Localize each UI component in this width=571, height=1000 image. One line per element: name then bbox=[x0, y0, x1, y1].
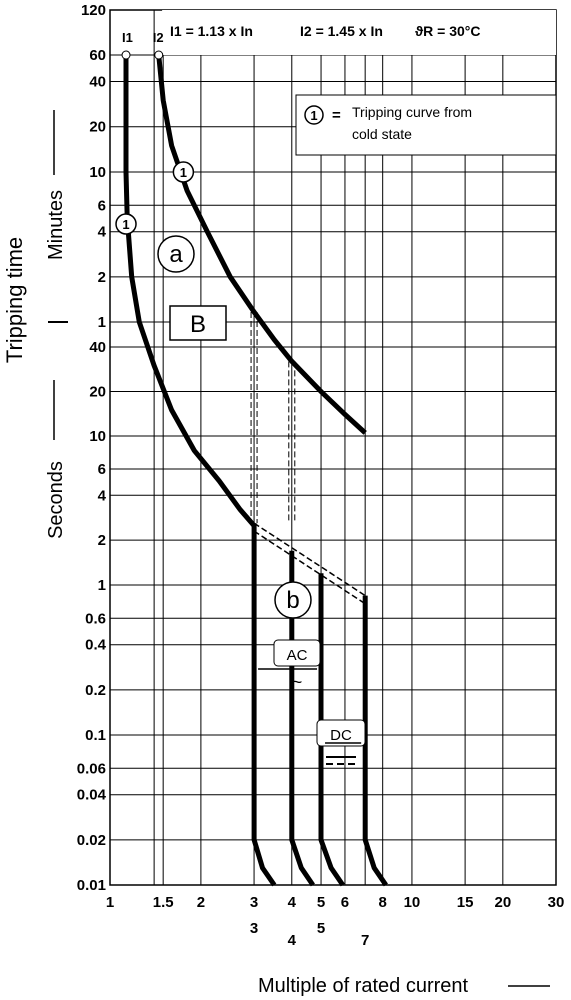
x-tick-label: 5 bbox=[317, 894, 325, 911]
y-tick-label: 4 bbox=[98, 224, 107, 241]
y-tick-label: 0.01 bbox=[77, 877, 106, 894]
dc-label: DC bbox=[330, 727, 352, 744]
y-tick-label: 0.06 bbox=[77, 760, 106, 777]
i2-dot bbox=[154, 50, 164, 60]
region-B-box bbox=[169, 305, 227, 341]
y-tick-label: 0.02 bbox=[77, 832, 106, 849]
y-axis-seconds-label: Seconds bbox=[45, 461, 67, 539]
y-tick-label: 10 bbox=[89, 428, 106, 445]
i2-definition: I2 = 1.45 x In bbox=[300, 23, 383, 39]
y-tick-label: 2 bbox=[98, 532, 106, 549]
y-tick-label: 6 bbox=[98, 197, 106, 214]
x-axis-title: Multiple of rated current bbox=[258, 975, 469, 997]
cold-marker-label: 1 bbox=[122, 217, 129, 232]
legend-line1: Tripping curve from bbox=[352, 104, 472, 120]
region-b-circle bbox=[274, 581, 312, 619]
x-bold-label: 4 bbox=[288, 932, 297, 949]
instant-curve-instant-dc bbox=[318, 573, 345, 887]
x-tick-label: 20 bbox=[494, 894, 511, 911]
x-tick-label: 2 bbox=[197, 894, 205, 911]
x-tick-label: 8 bbox=[379, 894, 387, 911]
ac-symbol: ~ bbox=[292, 672, 303, 692]
x-bold-label: 5 bbox=[317, 920, 325, 937]
y-tick-label: 0.1 bbox=[85, 727, 106, 744]
curves bbox=[123, 54, 388, 887]
upper-thermal-curve bbox=[156, 54, 367, 435]
dashed-diagonal bbox=[253, 522, 366, 597]
dashed-diagonal bbox=[253, 530, 366, 605]
y-tick-label: 0.2 bbox=[85, 682, 106, 699]
y-tick-label: 1 bbox=[98, 577, 106, 594]
x-tick-label: 3 bbox=[250, 894, 258, 911]
lower-thermal-curve bbox=[123, 55, 256, 528]
y-tick-label: 0.04 bbox=[77, 787, 107, 804]
i1-dot bbox=[121, 50, 131, 60]
cold-marker-label: 1 bbox=[180, 165, 187, 180]
x-bold-label: 3 bbox=[250, 920, 258, 937]
ac-label: AC bbox=[287, 647, 308, 664]
legend-equals: = bbox=[332, 107, 341, 124]
x-tick-label: 1 bbox=[106, 894, 114, 911]
x-tick-label: 10 bbox=[404, 894, 421, 911]
y-tick-label: 2 bbox=[98, 269, 106, 286]
y-tick-label: 60 bbox=[89, 47, 106, 64]
region-a-circle bbox=[157, 235, 195, 273]
legend-box bbox=[295, 94, 557, 156]
y-tick-label: 1 bbox=[98, 314, 106, 331]
legend-line2: cold state bbox=[352, 126, 412, 142]
cold-marker-circle bbox=[172, 161, 195, 183]
y-tick-label: 0.4 bbox=[85, 637, 107, 654]
i1-marker: I1 bbox=[122, 30, 133, 45]
x-tick-label: 15 bbox=[457, 894, 474, 911]
legend-symbol-circle bbox=[304, 105, 324, 125]
x-tick-label: 4 bbox=[288, 894, 297, 911]
dc-box bbox=[316, 719, 366, 747]
instant-curve-instant-ac-upper bbox=[289, 550, 315, 887]
y-tick-label: 20 bbox=[89, 384, 106, 401]
theta-definition: ϑR = 30°C bbox=[415, 23, 481, 39]
y-axis-minutes-label: Minutes bbox=[45, 190, 67, 260]
x-tick-label: 1.5 bbox=[153, 894, 174, 911]
instant-curve-instant-ac bbox=[251, 523, 277, 887]
i1-definition: I1 = 1.13 x In bbox=[170, 23, 253, 39]
labels: 0.010.020.040.060.10.20.40.6124610204012… bbox=[2, 2, 564, 997]
y-tick-label: 6 bbox=[98, 461, 106, 478]
header-band bbox=[162, 10, 556, 55]
x-tick-label: 6 bbox=[341, 894, 349, 911]
y-tick-label: 10 bbox=[89, 164, 106, 181]
x-tick-label: 30 bbox=[548, 894, 565, 911]
y-tick-label: 0.6 bbox=[85, 610, 106, 627]
cold-marker-circle bbox=[115, 213, 137, 235]
instant-curve-instant-dc-upper bbox=[362, 595, 388, 887]
y-tick-label: 4 bbox=[98, 487, 107, 504]
grid bbox=[109, 9, 557, 886]
x-bold-label: 7 bbox=[361, 932, 369, 949]
y-tick-label: 120 bbox=[81, 2, 106, 19]
y-tick-label: 40 bbox=[89, 339, 106, 356]
y-axis-title: Tripping time bbox=[2, 237, 27, 363]
i2-marker: I2 bbox=[153, 30, 164, 45]
region-B-label: B bbox=[190, 311, 206, 338]
y-tick-label: 20 bbox=[89, 119, 106, 136]
region-a-label: a bbox=[169, 241, 183, 268]
region-b-label: b bbox=[286, 587, 299, 614]
y-tick-label: 40 bbox=[89, 73, 106, 90]
ac-box bbox=[273, 639, 321, 667]
legend-symbol: 1 bbox=[310, 108, 317, 123]
